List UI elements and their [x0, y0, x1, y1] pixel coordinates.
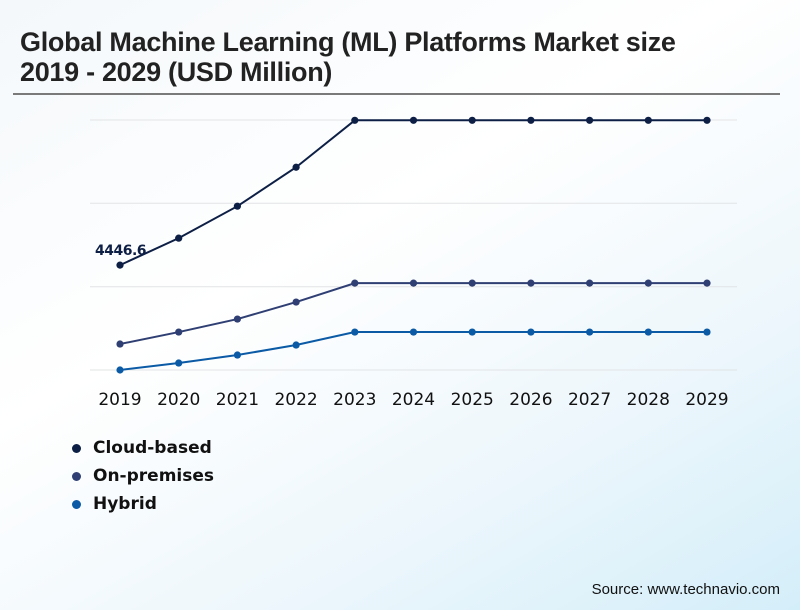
data-point-cloud-based	[292, 163, 300, 171]
data-point-hybrid	[703, 328, 711, 336]
data-point-on-premises	[468, 279, 476, 287]
legend-item-cloud-based: Cloud-based	[72, 434, 214, 462]
data-point-hybrid	[527, 328, 535, 336]
data-point-on-premises	[175, 328, 183, 336]
data-point-on-premises	[527, 279, 535, 287]
data-point-cloud-based	[703, 116, 711, 124]
data-point-cloud-based	[586, 116, 594, 124]
legend-label: On-premises	[93, 466, 215, 486]
x-tick-label: 2025	[451, 390, 494, 410]
chart-title: Global Machine Learning (ML) Platforms M…	[20, 27, 676, 87]
x-tick-label: 2022	[274, 390, 317, 410]
x-tick-label: 2021	[216, 390, 259, 410]
legend-item-on-premises: On-premises	[72, 462, 214, 490]
data-point-cloud-based	[233, 202, 241, 210]
data-point-hybrid	[175, 359, 183, 367]
x-tick-label: 2024	[392, 390, 435, 410]
series-line-hybrid	[119, 331, 707, 371]
data-point-hybrid	[644, 328, 652, 336]
legend-marker	[72, 471, 81, 481]
data-point-on-premises	[233, 315, 241, 323]
data-point-on-premises	[586, 279, 594, 287]
x-tick-label: 2020	[157, 390, 200, 410]
data-point-hybrid	[586, 328, 594, 336]
data-point-on-premises	[116, 340, 124, 348]
x-tick-label: 2023	[333, 390, 376, 410]
data-point-cloud-based	[175, 234, 183, 242]
data-point-cloud-based	[468, 116, 476, 124]
series-line-cloud-based	[119, 119, 707, 267]
x-tick-label: 2029	[685, 390, 728, 410]
data-point-hybrid	[409, 328, 418, 336]
legend-label: Hybrid	[93, 494, 157, 514]
data-point-cloud-based	[116, 261, 124, 269]
legend-marker	[72, 443, 81, 453]
data-point-on-premises	[351, 279, 359, 287]
legend-label: Cloud-based	[93, 438, 212, 458]
data-point-cloud-based	[351, 116, 359, 124]
data-point-hybrid	[292, 341, 300, 349]
data-point-hybrid	[233, 351, 241, 359]
legend-marker	[72, 499, 81, 509]
legend: Cloud-based On-premises Hybrid	[72, 434, 214, 518]
data-point-on-premises	[409, 279, 418, 287]
data-label: 4446.6	[95, 243, 146, 259]
source-note: Source: www.technavio.com	[591, 581, 780, 598]
x-tick-label: 2028	[627, 390, 670, 410]
data-point-hybrid	[116, 366, 124, 374]
data-point-hybrid	[468, 328, 476, 336]
data-point-hybrid	[351, 328, 359, 336]
data-point-on-premises	[644, 279, 652, 287]
data-point-cloud-based	[409, 116, 418, 124]
x-tick-label: 2026	[509, 390, 552, 410]
x-tick-label: 2019	[98, 390, 141, 410]
title-divider	[13, 93, 780, 95]
data-point-cloud-based	[527, 116, 535, 124]
x-tick-label: 2027	[568, 390, 611, 410]
data-point-on-premises	[292, 298, 300, 306]
data-point-on-premises	[703, 279, 711, 287]
data-point-cloud-based	[644, 116, 652, 124]
legend-item-hybrid: Hybrid	[72, 490, 214, 518]
